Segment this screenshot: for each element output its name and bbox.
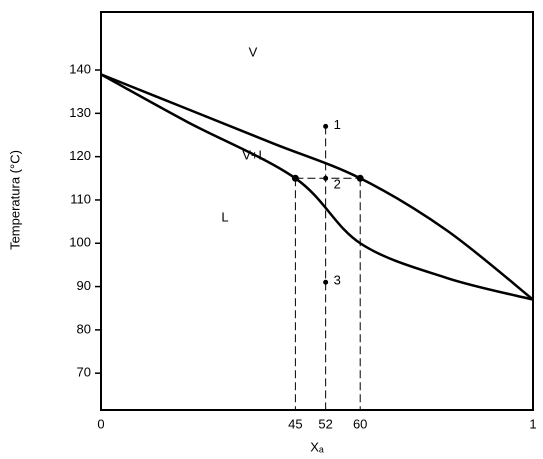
region-label: L xyxy=(221,209,228,224)
tie-point xyxy=(291,174,299,182)
y-tick-label: 90 xyxy=(77,278,91,293)
y-axis-label: Temperatura (°C) xyxy=(7,150,22,250)
state-point xyxy=(323,123,329,129)
y-tick-label: 120 xyxy=(69,148,91,163)
x-tick-label: 52 xyxy=(318,416,332,431)
state-point-label: 2 xyxy=(334,177,341,192)
y-tick-label: 130 xyxy=(69,105,91,120)
x-tick-label: 0 xyxy=(97,416,104,431)
y-tick-label: 80 xyxy=(77,321,91,336)
phase-curve xyxy=(100,73,534,301)
plot-frame xyxy=(100,11,534,411)
x-tick-label: 1 xyxy=(529,416,536,431)
y-tick-label: 100 xyxy=(69,235,91,250)
phase-curve xyxy=(100,73,534,301)
state-point-label: 3 xyxy=(334,273,341,288)
state-point-label: 1 xyxy=(334,117,341,132)
x-tick-label: 60 xyxy=(353,416,367,431)
y-tick-label: 70 xyxy=(77,365,91,380)
state-point xyxy=(323,279,329,285)
x-tick-label: 45 xyxy=(288,416,302,431)
state-point xyxy=(323,175,329,181)
tie-point xyxy=(356,174,364,182)
region-label: V xyxy=(249,44,258,59)
y-tick-label: 140 xyxy=(69,61,91,76)
x-axis-label: Xₐ xyxy=(310,439,324,454)
y-tick-label: 110 xyxy=(70,191,91,206)
region-label: V+L xyxy=(242,147,266,162)
